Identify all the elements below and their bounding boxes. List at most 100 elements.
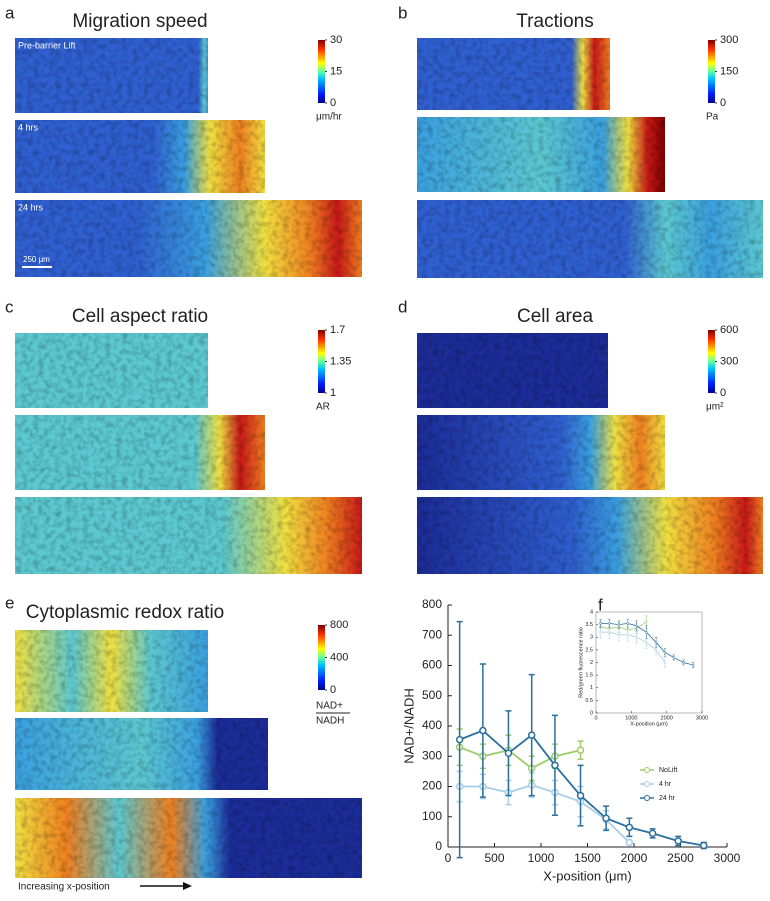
x-axis-label: X-position (μm) (543, 868, 631, 883)
data-point (645, 641, 648, 644)
y-tick-label: 1 (590, 685, 593, 691)
panel-label: b (398, 3, 407, 22)
colorbar-unit: μm/hr (316, 112, 342, 123)
data-point (625, 838, 634, 847)
data-point (599, 622, 602, 625)
image-label: 24 hrs (18, 202, 44, 212)
legend-label: 24 hr (659, 795, 676, 802)
y-tick-label: 300 (422, 748, 442, 762)
plot-frame (595, 611, 703, 714)
panel-title: Migration speed (72, 11, 207, 32)
colorbar-unit: Pa (706, 112, 719, 123)
colorbar-tick-label: 800 (330, 619, 348, 631)
colorbar-tick-label: 400 (330, 651, 348, 663)
x-tick-label: 2500 (667, 851, 694, 865)
data-point (626, 633, 630, 636)
x-tick-label: 500 (484, 851, 504, 865)
data-point (608, 622, 611, 625)
y-tick-label: 2.5 (585, 647, 593, 653)
x-tick-label: 3000 (696, 715, 708, 721)
heatmap-texture (15, 333, 208, 408)
arrow-head (183, 882, 192, 890)
colorbar-tick-label: 600 (720, 324, 738, 336)
data-point (602, 814, 610, 823)
legend-marker (644, 781, 650, 787)
colorbar (318, 330, 325, 393)
legend-label: 4 hr (659, 781, 672, 788)
panel-title: Cell area (517, 306, 593, 327)
data-point (645, 620, 648, 624)
data-point (663, 661, 667, 664)
x-tick-label: 1000 (625, 715, 637, 721)
x-tick-label: 1500 (574, 851, 601, 865)
data-point (654, 641, 658, 644)
data-point (608, 630, 611, 634)
heatmap-texture (417, 497, 763, 574)
y-tick-label: 200 (422, 779, 442, 793)
heatmap-texture (15, 38, 208, 113)
data-point (663, 651, 667, 654)
colorbar-tick-label: 0 (330, 684, 336, 696)
x-tick-label: 0 (594, 715, 597, 721)
data-point (626, 622, 630, 625)
data-point (654, 648, 658, 652)
colorbar (708, 330, 715, 393)
heatmap-texture (417, 333, 608, 408)
y-tick-label: 0.5 (585, 698, 593, 704)
colorbar-unit: NADH (316, 716, 344, 727)
heatmap-texture (417, 415, 665, 490)
panel-label: e (5, 593, 14, 612)
colorbar-tick-label: 15 (330, 65, 342, 77)
panel-title: Cytoplasmic redox ratio (26, 602, 225, 623)
panel-title: Tractions (516, 11, 593, 32)
legend-label: NoLift (659, 767, 677, 774)
y-tick-label: 2 (590, 660, 593, 666)
panel-label: d (398, 297, 407, 316)
colorbar-tick-label: 0 (720, 387, 726, 399)
colorbar-tick-label: 150 (720, 65, 738, 77)
heatmap-texture (417, 38, 610, 110)
colorbar (318, 40, 325, 103)
colorbar-tick-label: 30 (330, 34, 342, 46)
x-tick-label: 1000 (528, 851, 555, 865)
data-point (691, 663, 695, 667)
series-line (459, 746, 581, 770)
y-tick-label: 500 (422, 688, 442, 702)
colorbar-unit: μm² (706, 402, 724, 413)
heatmap-texture (15, 120, 265, 193)
x-tick-label: 0 (445, 851, 452, 865)
legend-marker (644, 767, 650, 773)
colorbar-tick-label: 1.35 (330, 355, 351, 367)
data-point (599, 630, 602, 634)
data-point (551, 761, 559, 770)
data-point (672, 656, 675, 659)
y-tick-label: 4 (590, 609, 593, 615)
y-tick-label: 600 (422, 658, 442, 672)
scale-bar-label: 250 μm (23, 255, 50, 264)
y-axis-label: NAD+/NADH (401, 688, 416, 764)
heatmap-texture (15, 200, 362, 277)
image-label: 4 hrs (18, 122, 39, 132)
heatmap-texture (15, 630, 208, 712)
data-point (648, 829, 657, 838)
data-point (700, 841, 708, 850)
panel-label: f (598, 595, 603, 614)
panel-title: Cell aspect ratio (72, 306, 208, 327)
data-point (635, 624, 638, 628)
image-label: Pre-barrier Lift (18, 40, 76, 50)
y-tick-label: 100 (422, 809, 442, 823)
heatmap-texture (417, 117, 665, 192)
data-point (635, 636, 638, 639)
colorbar (318, 625, 325, 690)
panel-label: a (5, 3, 15, 22)
y-tick-label: 700 (422, 627, 442, 641)
legend-marker (644, 795, 650, 801)
x-tick-label: 3000 (714, 851, 741, 865)
colorbar-tick-label: 1.7 (330, 324, 345, 336)
x-axis-label: X-position (μm) (630, 721, 668, 727)
data-point (617, 633, 621, 636)
data-point (504, 749, 513, 757)
data-point (455, 735, 464, 744)
colorbar-tick-label: 300 (720, 34, 738, 46)
x-tick-label: 2000 (621, 851, 648, 865)
